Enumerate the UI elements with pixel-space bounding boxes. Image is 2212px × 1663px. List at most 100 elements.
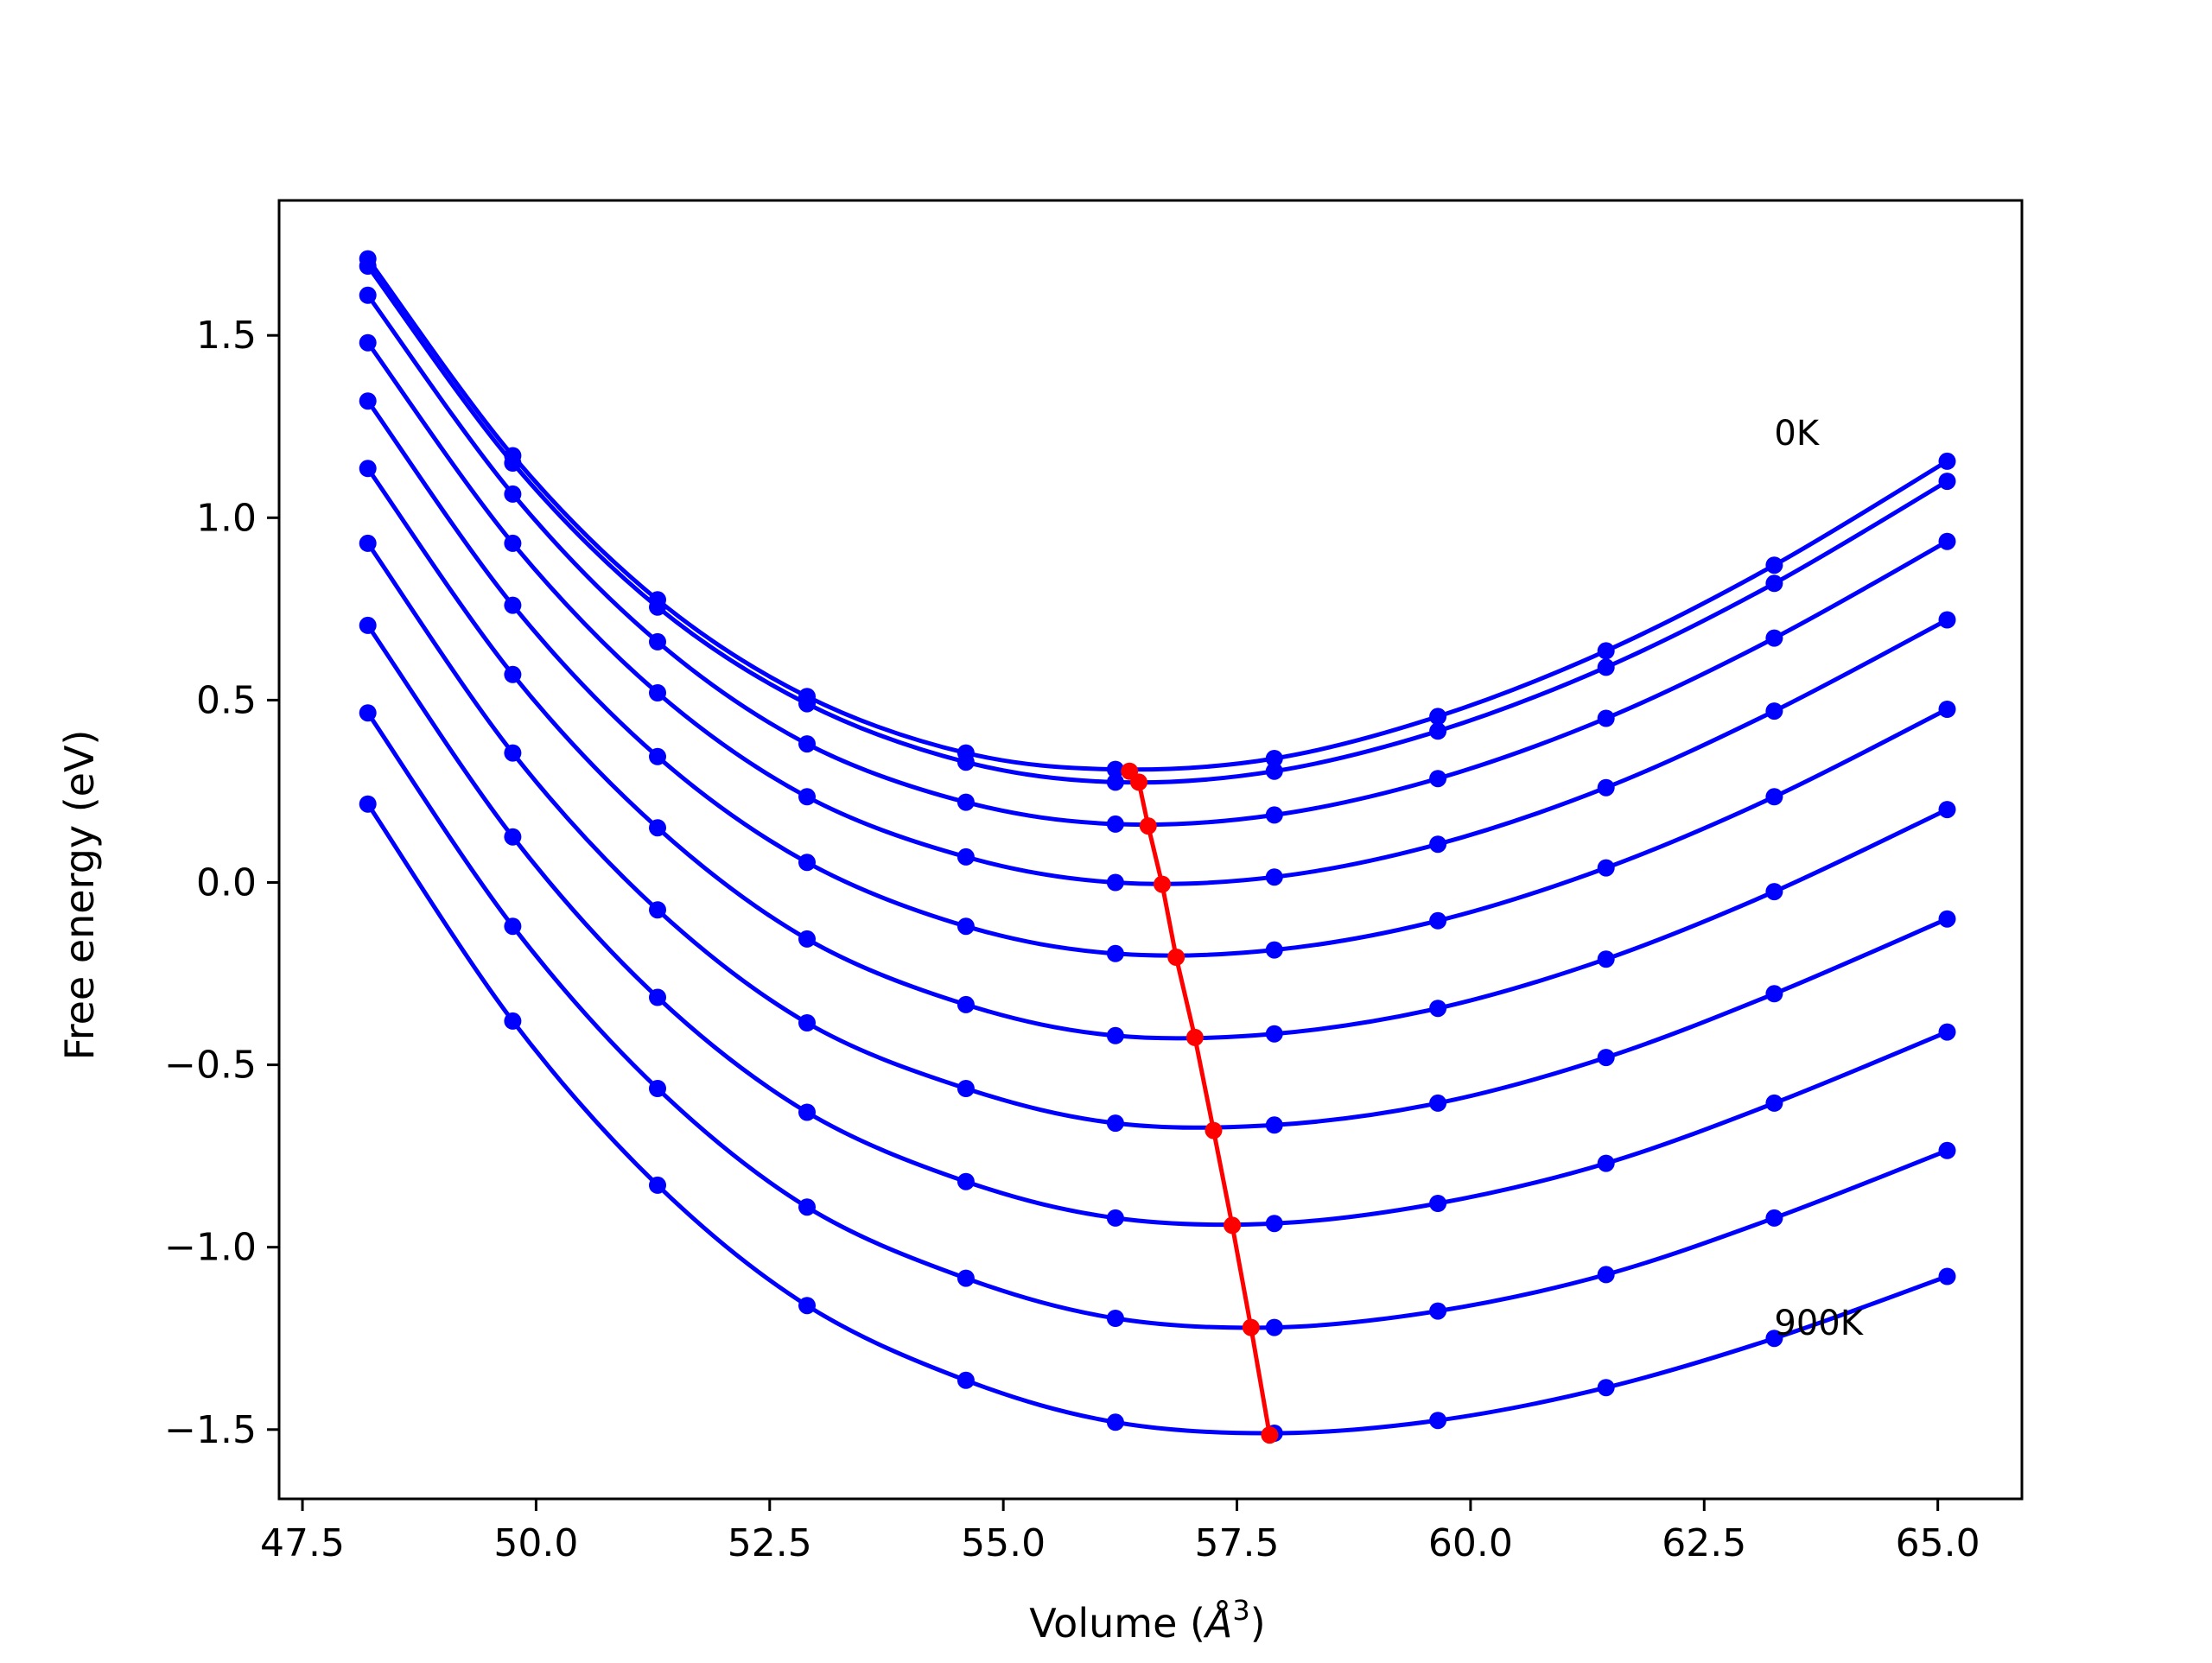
series-8-point-10: [1765, 1094, 1783, 1112]
series-9-point-2: [504, 917, 522, 936]
x-tick-label-3: 52.5: [728, 1521, 812, 1565]
series-3-point-4: [798, 735, 816, 753]
series-8-point-4: [798, 1103, 816, 1121]
minima-point-3: [1139, 817, 1157, 835]
series-4-point-9: [1597, 778, 1615, 797]
plot-frame: [277, 199, 2024, 1501]
series-7-line: [365, 542, 1948, 1130]
series-6-line: [365, 467, 1948, 1041]
series-10-line: [365, 803, 1948, 1436]
series-8-point-6: [1106, 1209, 1124, 1227]
series-9: [359, 704, 1956, 1336]
series-5-point-5: [957, 917, 975, 936]
series-5-point-9: [1597, 859, 1615, 877]
series-3-point-6: [1106, 815, 1124, 833]
series-7-point-1: [359, 534, 377, 552]
series-4-point-3: [649, 684, 666, 701]
series-8-point-2: [504, 828, 522, 846]
curves-layer: [359, 250, 1956, 1442]
series-4-point-8: [1429, 835, 1447, 854]
series-7-point-9: [1597, 1049, 1615, 1067]
y-axis-label: Free energy (eV): [56, 730, 103, 1061]
series-5-point-1: [359, 392, 377, 410]
x-axis-label-text: Volume (: [1029, 1600, 1205, 1647]
series-4-point-1: [359, 333, 377, 352]
series-2-point-11: [1938, 473, 1956, 491]
series-5-point-10: [1765, 788, 1783, 806]
series-6-point-9: [1597, 950, 1615, 968]
series-10-point-1: [359, 795, 377, 813]
series-9-point-10: [1765, 1209, 1783, 1227]
series-6-point-10: [1765, 883, 1783, 901]
series-7-point-8: [1429, 1094, 1447, 1112]
minima-point-2: [1130, 773, 1147, 791]
series-6-point-2: [504, 665, 522, 683]
series-4-point-6: [1106, 873, 1124, 892]
series-7-point-3: [649, 901, 666, 919]
x-tick-label-2: 50.0: [493, 1521, 578, 1565]
series-8-point-11: [1938, 1023, 1956, 1041]
series-3: [359, 286, 1956, 833]
series-2-point-9: [1597, 658, 1615, 676]
series-4-point-10: [1765, 702, 1783, 720]
x-axis-label-exponent: 3: [1232, 1594, 1249, 1627]
series-4-point-11: [1938, 611, 1956, 629]
series-8-point-9: [1597, 1154, 1615, 1172]
series-5-point-7: [1265, 941, 1283, 959]
series-9-point-8: [1429, 1302, 1447, 1320]
series-2-point-2: [504, 454, 522, 472]
x-axis-ticks: 47.5 50.0 52.5 55.0 57.5 60.0 62.5 65.0: [260, 1499, 1980, 1565]
series-6-point-4: [798, 930, 816, 948]
series-10-point-10: [1765, 1330, 1783, 1348]
series-6-point-1: [359, 460, 377, 478]
series-2-point-7: [1265, 762, 1283, 780]
minima-point-10: [1261, 1426, 1279, 1444]
series-9-point-6: [1106, 1310, 1124, 1327]
series-2-point-6: [1106, 773, 1124, 791]
series-1-point-9: [1597, 642, 1615, 660]
minima-point-9: [1242, 1318, 1260, 1336]
series-2: [359, 257, 1956, 791]
y-tick-label-6: 1.0: [196, 496, 257, 540]
series-2-point-3: [649, 598, 666, 616]
minima-point-6: [1185, 1028, 1204, 1046]
minima-layer: [1121, 762, 1279, 1444]
x-tick-label-7: 62.5: [1662, 1521, 1746, 1565]
series-10-point-3: [649, 1176, 666, 1194]
x-axis-label-close: ): [1250, 1600, 1266, 1647]
series-7-point-4: [798, 1014, 816, 1031]
series-9-point-5: [957, 1269, 975, 1287]
series-1-point-6: [1106, 760, 1124, 778]
series-5-point-4: [798, 854, 816, 872]
series-1-point-8: [1429, 708, 1447, 726]
series-6-point-3: [649, 819, 666, 837]
series-2-point-5: [957, 753, 975, 771]
annotation-2: 900K: [1774, 1304, 1864, 1343]
series-2-point-10: [1765, 574, 1783, 593]
y-tick-label-1: −1.5: [164, 1408, 257, 1452]
minima-point-5: [1167, 949, 1185, 966]
series-5: [359, 392, 1956, 962]
series-10-point-9: [1597, 1379, 1615, 1397]
x-axis-label-unit: Å: [1203, 1600, 1232, 1647]
x-tick-label-1: 47.5: [260, 1521, 345, 1565]
y-tick-label-3: −0.5: [164, 1044, 257, 1088]
series-4-point-4: [798, 788, 816, 806]
series-3-point-7: [1265, 806, 1283, 824]
y-tick-label-5: 0.5: [196, 678, 257, 722]
series-9-point-3: [649, 1080, 666, 1097]
series-4-point-5: [957, 847, 975, 866]
series-9-point-1: [359, 704, 377, 722]
annotation-1: 0K: [1774, 414, 1820, 454]
series-3-point-8: [1429, 770, 1447, 788]
series-6-point-6: [1106, 1026, 1124, 1044]
series-9-point-7: [1265, 1318, 1283, 1336]
series-9-line: [365, 711, 1948, 1330]
series-3-point-10: [1765, 629, 1783, 647]
series-8-point-1: [359, 616, 377, 634]
x-tick-label-4: 55.0: [961, 1521, 1046, 1565]
series-3-point-3: [649, 632, 666, 651]
series-5-point-6: [1106, 944, 1124, 962]
